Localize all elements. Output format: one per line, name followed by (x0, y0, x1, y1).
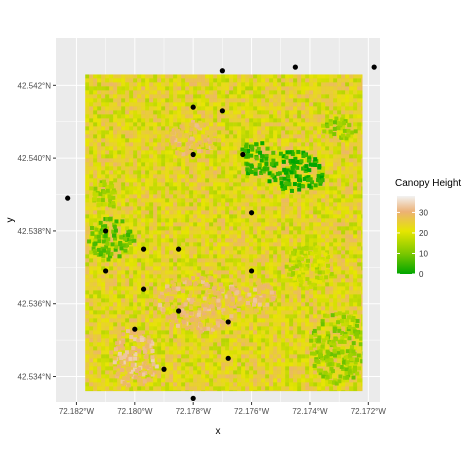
raster-patches (87, 116, 363, 388)
canopy-patch (267, 149, 325, 193)
y-tick-label: 42.534°N (18, 373, 52, 382)
canopy-patch (87, 216, 137, 262)
legend-title: Canopy Height (395, 178, 461, 189)
sample-point (190, 151, 196, 158)
sample-point (225, 319, 231, 325)
x-tick-label: 72.176°W (234, 407, 270, 416)
legend-label: 30 (419, 208, 428, 217)
legend-colorbar (397, 196, 415, 274)
canopy-patch (169, 119, 218, 160)
sample-point (219, 68, 225, 74)
plot-panel (56, 38, 380, 402)
y-axis-ticks: 42.534°N 42.536°N 42.538°N 42.540°N 42.542°N (18, 81, 56, 382)
sample-point (248, 268, 255, 274)
canopy-patch (284, 245, 334, 289)
y-tick-label: 42.536°N (18, 300, 52, 309)
legend-ticks: 0 10 20 30 (397, 208, 428, 279)
canopy-patch (238, 280, 277, 313)
y-tick-label: 42.538°N (18, 227, 52, 236)
x-tick-label: 72.174°W (292, 407, 328, 416)
x-tick-label: 72.180°W (117, 407, 153, 416)
sample-point (248, 210, 255, 216)
sample-point (132, 326, 138, 332)
x-axis-title: x (216, 426, 221, 437)
legend: Canopy Height 0 10 20 30 (395, 178, 461, 279)
canopy-raster (85, 74, 363, 392)
x-tick-label: 72.172°W (351, 407, 387, 416)
legend-label: 0 (419, 270, 424, 279)
sample-point (140, 246, 147, 252)
canopy-patch (309, 311, 363, 386)
sample-point (240, 151, 246, 158)
sample-point (190, 104, 196, 110)
canopy-patch (153, 272, 244, 335)
sample-point (225, 355, 231, 361)
canopy-patch (112, 329, 159, 388)
point-layer (65, 64, 377, 401)
sample-point (161, 366, 167, 372)
sample-point (292, 64, 298, 70)
y-tick-label: 42.542°N (18, 81, 52, 90)
sample-point (219, 108, 225, 114)
canopy-patch (91, 179, 116, 209)
sample-point (65, 195, 71, 201)
sample-point (175, 308, 182, 314)
legend-label: 10 (419, 249, 428, 258)
sample-point (140, 286, 147, 292)
sample-point (103, 228, 109, 234)
x-tick-label: 72.178°W (176, 407, 212, 416)
y-axis-title: y (5, 218, 16, 223)
sample-point (175, 246, 182, 252)
sample-point (190, 395, 196, 401)
sample-point (103, 268, 109, 274)
sample-point (371, 64, 377, 70)
x-axis-ticks: 72.182°W 72.180°W 72.178°W 72.176°W 72.174°W… (59, 402, 387, 416)
canopy-patch (240, 141, 276, 176)
legend-label: 20 (419, 229, 428, 238)
canopy-patch (321, 116, 358, 141)
x-tick-label: 72.182°W (59, 407, 95, 416)
y-tick-label: 42.540°N (18, 154, 52, 163)
